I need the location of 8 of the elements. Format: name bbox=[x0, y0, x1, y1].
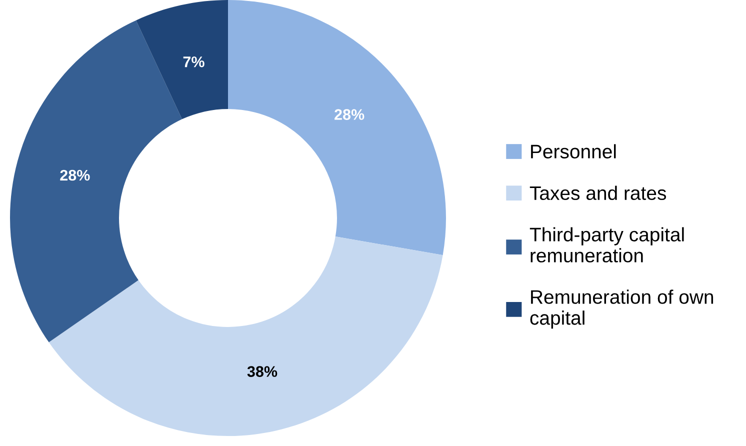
legend-label: Third-party capital remuneration bbox=[530, 227, 684, 262]
data-label: 28% bbox=[334, 109, 364, 120]
data-label: 38% bbox=[247, 366, 278, 377]
data-label: 28% bbox=[60, 170, 90, 181]
data-label: 7% bbox=[183, 56, 204, 68]
legend-label: Personnel bbox=[531, 144, 616, 158]
legend-label: Remuneration of own capital bbox=[530, 290, 714, 329]
legend-label: Taxes and rates bbox=[530, 186, 666, 200]
